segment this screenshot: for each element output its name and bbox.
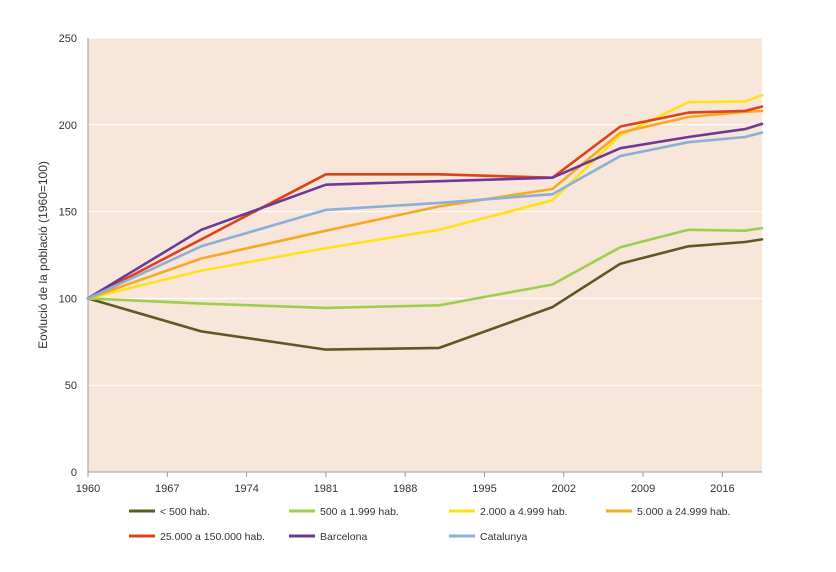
series-line-0: [86, 238, 764, 351]
x-tick-label: 1967: [155, 483, 179, 495]
y-tick-label: 150: [59, 207, 77, 219]
legend-label: Catalunya: [480, 531, 527, 543]
legend-label: < 500 hab.: [160, 506, 210, 518]
legend-label: 25.000 a 150.000 hab.: [160, 531, 265, 543]
y-tick-label: 50: [65, 380, 77, 392]
plot-background: [88, 38, 762, 472]
y-tick-label: 200: [59, 120, 77, 132]
y-tick-labels: 0 50 100 150 200 250: [59, 33, 77, 479]
legend-label: 500 a 1.999 hab.: [320, 506, 399, 518]
series-line-2: [86, 94, 764, 300]
legend-label: Barcelona: [320, 531, 367, 543]
x-tick-label: 1960: [76, 483, 100, 495]
series-line-6: [86, 131, 764, 300]
x-tick-labels: 1960 1967 1974 1981 1988 1995 2002 2009 2016: [76, 472, 735, 495]
y-axis-title: Eovlució de la població (1960=100): [36, 161, 50, 349]
x-tick-label: 1981: [314, 483, 338, 495]
y-tick-label: 100: [59, 293, 77, 305]
legend-label: 2.000 a 4.999 hab.: [480, 506, 568, 518]
x-tick-label: 2009: [631, 483, 655, 495]
x-tick-label: 1995: [472, 483, 496, 495]
series-line-5: [86, 122, 764, 300]
x-tick-label: 2002: [552, 483, 576, 495]
legend-label: 5.000 a 24.999 hab.: [637, 506, 730, 518]
legend: < 500 hab. 500 a 1.999 hab. 2.000 a 4.999 …: [129, 506, 730, 543]
series-line-1: [86, 226, 764, 310]
x-tick-label: 2016: [710, 483, 734, 495]
y-tick-label: 0: [71, 467, 77, 479]
series-lines: [86, 94, 764, 351]
series-line-3: [86, 109, 764, 300]
axes: [87, 38, 762, 473]
x-tick-label: 1974: [234, 483, 258, 495]
x-tick-label: 1988: [393, 483, 417, 495]
y-tick-label: 250: [59, 33, 77, 45]
